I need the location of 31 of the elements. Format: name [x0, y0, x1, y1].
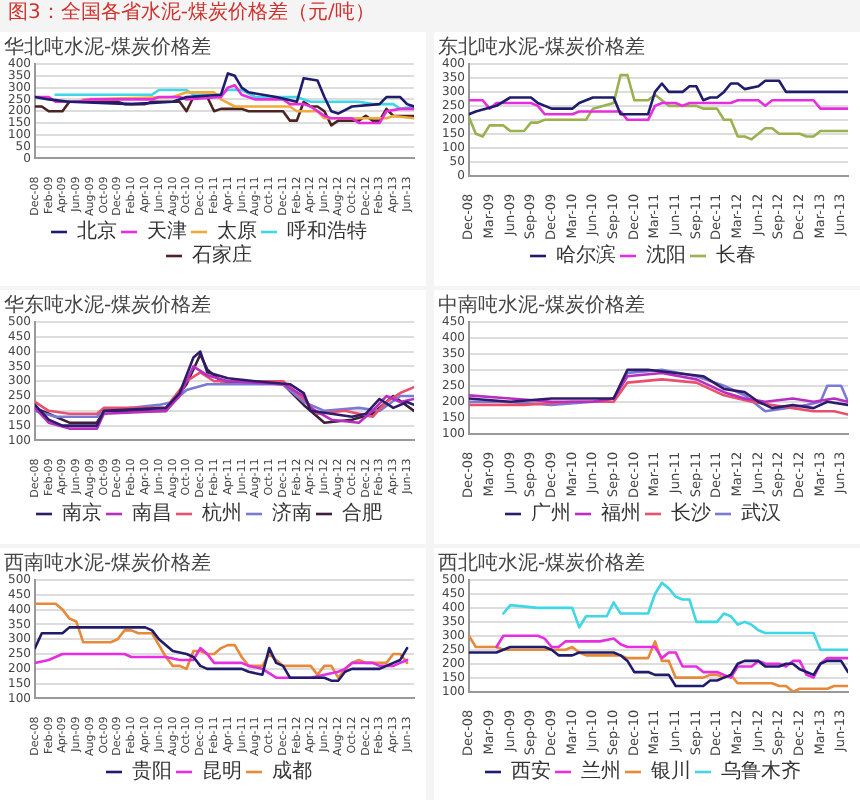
- legend-label: 南昌: [132, 501, 172, 526]
- legend-label: 呼和浩特: [287, 219, 367, 244]
- legend-label: 长春: [716, 243, 756, 268]
- text: 图3：全国各省水泥-煤炭价格差（元/吨）: [8, 2, 375, 24]
- legend-label: 杭州: [200, 501, 242, 526]
- legend-label: 贵阳: [132, 759, 172, 784]
- legend-label: 昆明: [202, 761, 242, 784]
- legend-label: 乌鲁木齐: [721, 759, 801, 784]
- legend-label: 哈尔滨: [556, 243, 616, 268]
- legend-label: 沈阳: [646, 243, 686, 268]
- legend-label: 南京: [62, 501, 102, 526]
- legend-label: 济南: [272, 501, 312, 526]
- chart-title: 西南吨水泥-煤炭价格差: [4, 551, 212, 576]
- legend-label: 石家庄: [192, 243, 252, 268]
- legend-label: 银川: [649, 759, 691, 784]
- chart-title: 华东吨水泥-煤炭价格差: [4, 293, 212, 318]
- legend-label: 广州: [531, 501, 571, 526]
- legend-label: 福州: [601, 501, 641, 526]
- legend-label: 武汉: [741, 501, 781, 526]
- legend-label: 兰州: [581, 759, 621, 784]
- legend-label: 天津: [147, 219, 187, 244]
- chart-title: 东北吨水泥-煤炭价格差: [438, 35, 646, 60]
- chart-title: 西北吨水泥-煤炭价格差: [438, 551, 646, 576]
- legend-label: 合肥: [342, 501, 382, 526]
- legend-label: 成都: [272, 759, 312, 784]
- legend-label: 太原: [217, 219, 257, 244]
- legend-label: 西安: [511, 759, 551, 784]
- legend-label: 长沙: [671, 501, 711, 526]
- legend-label: 北京: [77, 219, 117, 244]
- chart-title: 华北吨水泥-煤炭价格差: [4, 35, 212, 60]
- chart-title: 中南吨水泥-煤炭价格差: [438, 293, 646, 318]
